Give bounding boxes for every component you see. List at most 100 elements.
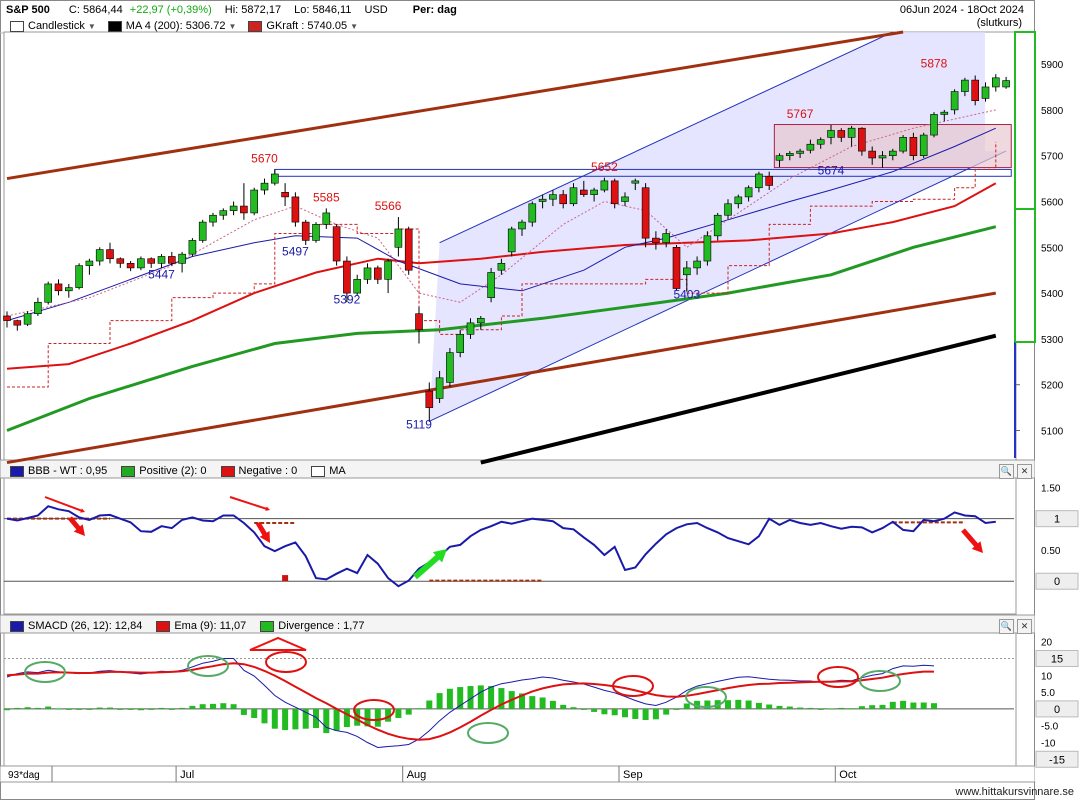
bbb-tick-label: 0.50: [1041, 546, 1061, 557]
macd-boxed-tick: [1035, 750, 1079, 768]
change-label: +22,97 (+0,39%): [129, 4, 212, 16]
watermark: www.hittakursvinnare.se: [955, 786, 1074, 798]
chevron-down-icon[interactable]: ▼: [350, 21, 359, 31]
candle-body: [858, 127, 866, 152]
divergence-bar: [426, 700, 433, 709]
candle-body: [85, 260, 94, 266]
sell-arrow: [44, 496, 83, 512]
close-icon[interactable]: ✕: [1017, 619, 1032, 634]
price-legend: Candlestick ▼ MA 4 (200): 5306.72 ▼ GKra…: [10, 20, 358, 32]
divergence-bar: [931, 703, 937, 709]
sell-arrow: [961, 528, 980, 549]
candlestick-swatch: [10, 20, 24, 32]
candle-body: [713, 214, 722, 237]
divergence-bar: [96, 707, 103, 709]
divergence-bar: [210, 703, 216, 709]
divergence-bar: [199, 704, 206, 709]
candle-body: [878, 155, 887, 159]
candle-body: [590, 189, 598, 195]
candle-body: [930, 114, 938, 136]
price-annotation: 5403: [673, 288, 700, 302]
candle-body: [435, 377, 444, 399]
candle-body: [456, 334, 465, 353]
x-axis-frame: [0, 765, 1036, 783]
divergence-bar: [240, 708, 247, 715]
divergence-bar: [580, 708, 587, 710]
magnifier-icon[interactable]: 🔍: [999, 619, 1014, 634]
divergence-bar: [405, 708, 412, 715]
candle-body: [693, 260, 701, 269]
candle-body: [827, 130, 835, 138]
divergence-bar: [755, 702, 762, 709]
candle-body: [662, 233, 671, 244]
candle-body: [301, 221, 310, 241]
channel-lower-line: [429, 150, 1007, 422]
divergence-bar: [683, 703, 690, 709]
trendline-lower: [6, 291, 997, 465]
bbb-boxed-tick-label: 0: [1054, 576, 1060, 588]
sell-arrow: [68, 516, 82, 532]
divergence-bar: [632, 708, 639, 719]
candle-body: [888, 150, 897, 156]
price-annotation: 5674: [818, 163, 845, 177]
candle-body: [137, 258, 145, 269]
divergence-bar: [488, 686, 495, 709]
divergence-bar: [529, 696, 536, 709]
candle-body: [106, 249, 114, 260]
ma-black-legend-label: MA 4 (200): 5306.72: [125, 20, 226, 32]
divergence-bar: [766, 704, 773, 709]
signal-ellipse: [817, 666, 859, 688]
divergence-bar: [869, 705, 876, 709]
divergence-bar: [498, 688, 505, 709]
candle-body: [775, 155, 784, 161]
magnifier-icon[interactable]: 🔍: [999, 464, 1014, 479]
divergence-bar: [601, 708, 608, 715]
negative-swatch: [220, 465, 235, 477]
bbb-boxed-tick-label: 1: [1054, 514, 1060, 526]
candle-body: [981, 86, 990, 99]
candle-body: [600, 180, 609, 191]
macd-tick-label: 20: [1041, 638, 1053, 649]
close-icon[interactable]: ✕: [1017, 464, 1032, 479]
currency-label: USD: [364, 4, 388, 16]
divergence-bar: [24, 707, 31, 709]
ma-red-line: [6, 182, 997, 370]
candle-body: [518, 221, 526, 230]
divergence-bar: [436, 693, 443, 709]
signal-ellipse: [859, 670, 901, 692]
divergence-bar: [168, 708, 175, 710]
candle-body: [487, 272, 495, 298]
candle-body: [672, 246, 681, 289]
candle-body: [816, 139, 825, 145]
divergence-bar: [858, 706, 865, 709]
divergence-bar: [148, 708, 155, 710]
candle-body: [363, 267, 372, 280]
candle-body: [188, 240, 197, 255]
chevron-down-icon[interactable]: ▼: [87, 21, 96, 31]
divergence-bar: [457, 687, 464, 709]
signal-ellipse: [467, 722, 509, 744]
bbb-legend: BBB - WT : 0,95 Positive (2): 0 Negative…: [10, 465, 346, 477]
divergence-bar: [34, 707, 41, 709]
candle-body: [703, 235, 712, 262]
chevron-down-icon[interactable]: ▼: [228, 21, 237, 31]
divergence-bar: [694, 700, 701, 709]
divergence-legend-label: Divergence : 1,77: [278, 620, 365, 632]
candle-body: [44, 283, 53, 303]
price-annotation: 5119: [406, 418, 432, 432]
buy-arrow-head: [432, 549, 447, 563]
candle-body: [209, 214, 217, 223]
candle-body: [899, 137, 907, 152]
candle-body: [847, 127, 856, 138]
candle-body: [425, 390, 434, 408]
candle-body: [909, 137, 918, 156]
price-annotation: 5497: [282, 245, 309, 259]
divergence-bar: [879, 704, 886, 709]
divergence-bar: [189, 705, 196, 709]
divergence-bar: [292, 708, 299, 730]
candle-body: [610, 180, 619, 205]
candle-body: [631, 180, 640, 184]
divergence-bar: [745, 700, 752, 709]
